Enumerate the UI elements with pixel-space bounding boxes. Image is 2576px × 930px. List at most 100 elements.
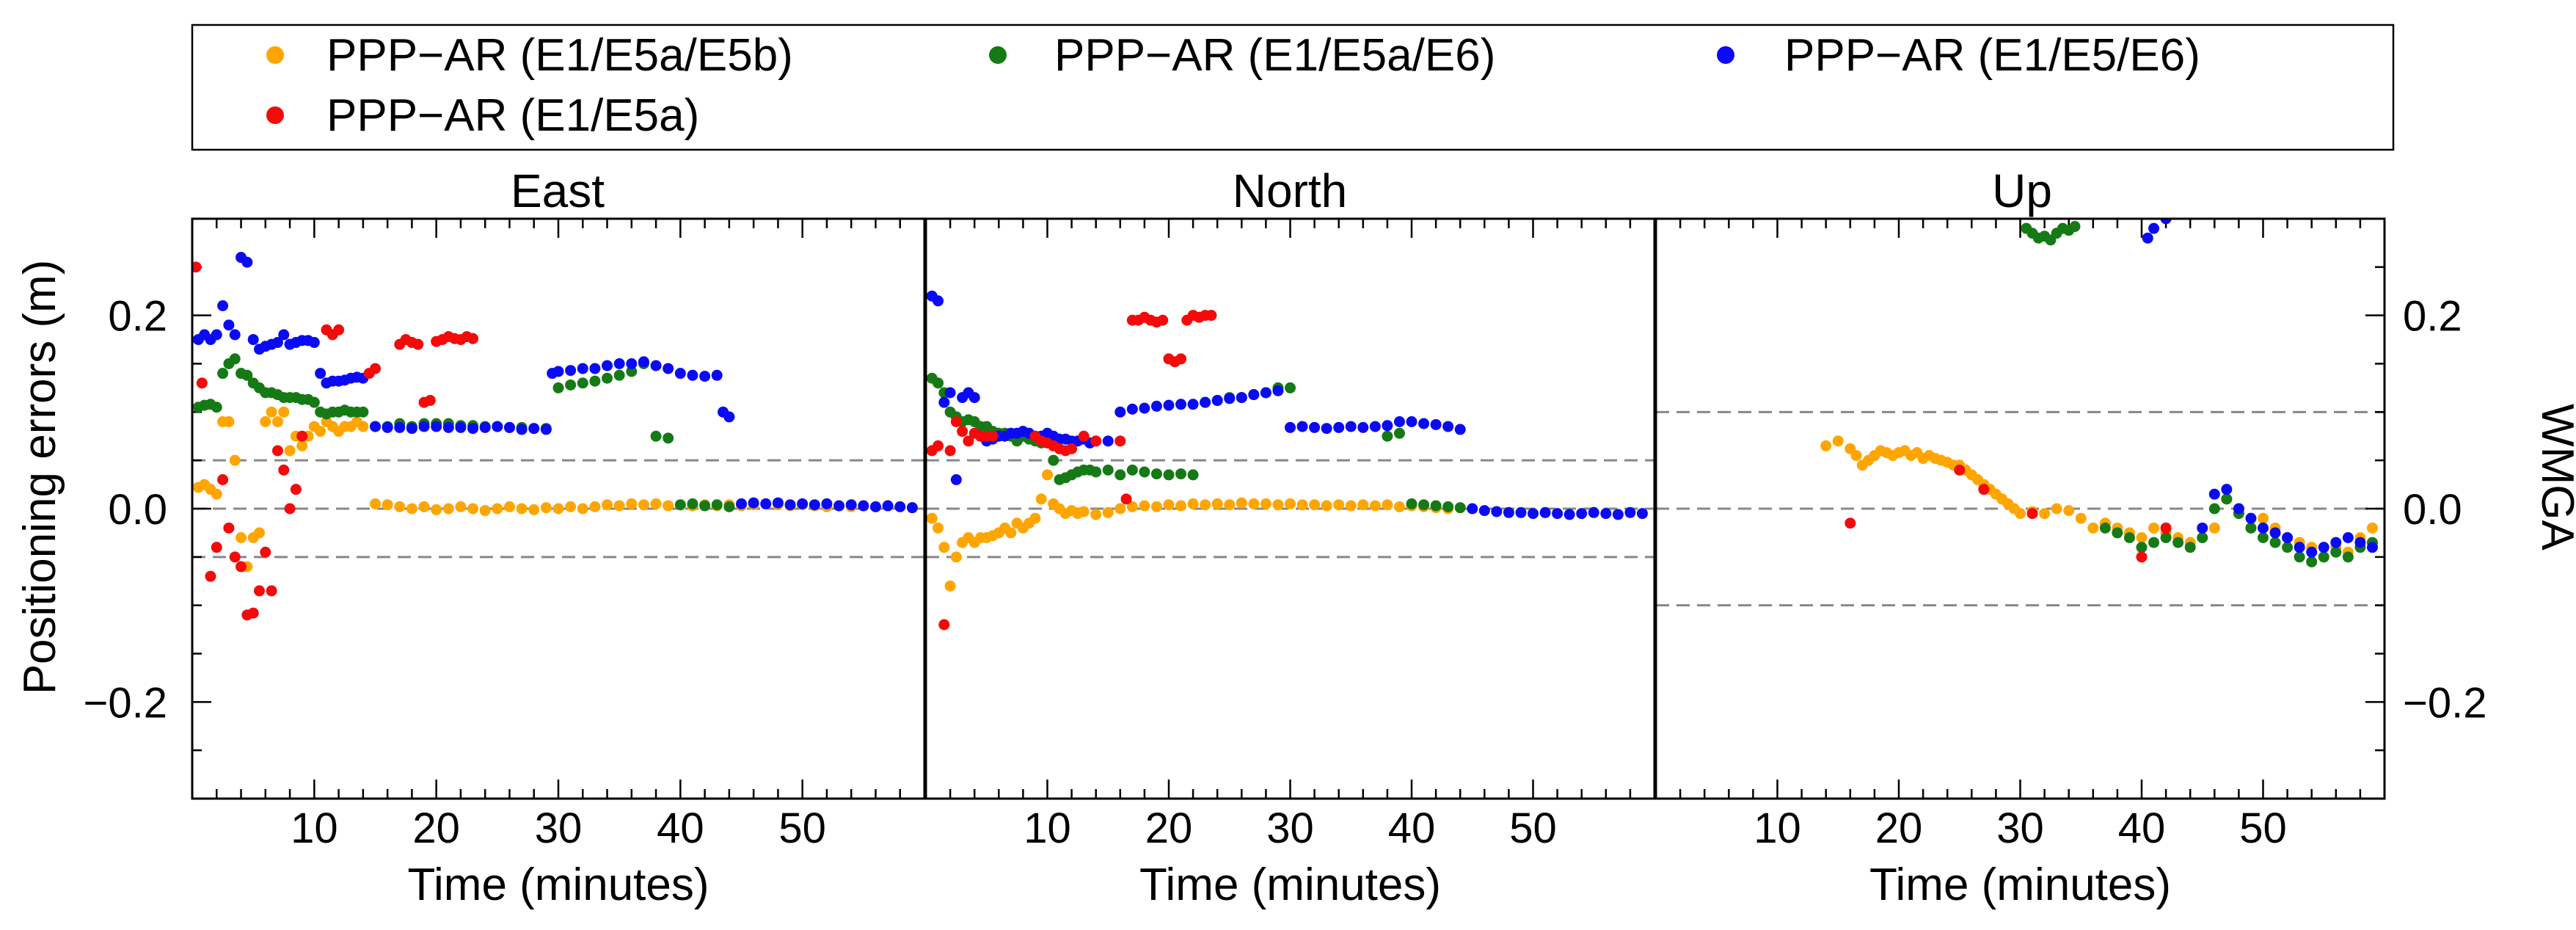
point-east-s2-68 xyxy=(833,500,845,512)
point-north-s1-47 xyxy=(1418,499,1430,511)
point-east-s2-63 xyxy=(772,497,784,509)
point-east-s3-16 xyxy=(290,484,302,495)
point-north-s2-49 xyxy=(1357,421,1369,433)
point-east-s2-42 xyxy=(540,424,552,435)
point-east-s2-29 xyxy=(382,421,393,433)
point-north-s2-60 xyxy=(1491,506,1503,517)
point-north-s3-30 xyxy=(1175,353,1187,365)
point-north-s3-3 xyxy=(944,445,956,457)
point-up-s0-0 xyxy=(1820,440,1832,451)
point-east-s0-37 xyxy=(479,505,491,517)
point-east-s2-41 xyxy=(528,423,540,435)
y-tick-label-left-2: 0.2 xyxy=(108,293,167,341)
point-up-s2-7 xyxy=(2245,512,2257,524)
point-north-s0-3 xyxy=(944,580,956,592)
point-north-s2-51 xyxy=(1382,420,1393,432)
point-north-s0-43 xyxy=(1296,499,1308,511)
point-east-s2-50 xyxy=(626,358,638,369)
point-north-s3-6 xyxy=(963,435,974,447)
legend-frame xyxy=(191,23,2395,151)
panel-east: 10 20 30 40 50 Time (minutes) −0.2 0.0 0.2 xyxy=(84,217,926,910)
legend: PPP−AR (E1/E5a/E5b) PPP−AR (E1/E5a/E6) P… xyxy=(191,23,2395,151)
legend-marker-e1e5a xyxy=(266,106,284,124)
point-north-s1-29 xyxy=(1114,469,1126,481)
x-axis-label-east: Time (minutes) xyxy=(407,860,709,910)
point-east-s2-45 xyxy=(565,365,577,377)
point-east-s2-61 xyxy=(748,497,759,509)
point-north-s2-44 xyxy=(1296,421,1308,432)
plot-frame-north xyxy=(924,217,1656,800)
point-east-s2-39 xyxy=(503,421,515,433)
point-north-s1-33 xyxy=(1163,469,1175,481)
point-up-s0-36 xyxy=(2087,522,2099,534)
point-up-s1-16 xyxy=(2184,542,2196,553)
point-north-s1-49 xyxy=(1442,501,1454,512)
point-east-s2-53 xyxy=(663,363,674,374)
point-east-s1-48 xyxy=(613,369,625,381)
point-north-s2-45 xyxy=(1309,421,1321,433)
point-east-s3-1 xyxy=(196,377,208,389)
x-tick-label-up-50: 50 xyxy=(2239,804,2287,852)
data-points-up xyxy=(1820,219,2378,567)
point-north-s2-52 xyxy=(1393,416,1405,427)
point-north-s0-38 xyxy=(1236,497,1247,509)
point-north-s2-63 xyxy=(1528,508,1539,520)
x-axis-label-north: Time (minutes) xyxy=(1139,860,1441,910)
point-east-s0-33 xyxy=(431,504,442,515)
point-east-s2-60 xyxy=(736,498,747,509)
point-east-s2-69 xyxy=(845,499,857,511)
point-up-s2-3 xyxy=(2197,522,2208,534)
point-up-s2-13 xyxy=(2318,542,2329,553)
point-north-s1-35 xyxy=(1187,469,1199,481)
point-north-s2-64 xyxy=(1539,506,1551,518)
point-east-s2-74 xyxy=(906,502,918,514)
point-north-s3-5 xyxy=(957,426,968,437)
point-up-s0-3 xyxy=(1850,450,1862,462)
point-east-s2-52 xyxy=(650,360,662,371)
point-up-s2-11 xyxy=(2294,542,2305,553)
point-north-s1-50 xyxy=(1454,502,1466,514)
point-up-s2-14 xyxy=(2330,537,2342,548)
point-east-s2-66 xyxy=(809,499,820,511)
point-north-s2-53 xyxy=(1406,416,1417,427)
point-up-s3-4 xyxy=(2136,551,2148,563)
point-up-s1-26 xyxy=(2306,556,2318,567)
point-up-s3-5 xyxy=(2160,522,2172,534)
point-north-s0-13 xyxy=(1005,527,1017,539)
point-up-s0-34 xyxy=(2063,505,2075,517)
point-north-s3-4 xyxy=(950,416,962,427)
point-east-s2-14 xyxy=(278,329,290,341)
point-east-s1-44 xyxy=(565,379,577,390)
point-up-s1-11 xyxy=(2123,532,2135,543)
point-up-s2-5 xyxy=(2221,484,2233,495)
point-up-s1-9 xyxy=(2099,522,2111,534)
y-tick-label-right-2: 0.2 xyxy=(2403,293,2462,341)
point-east-s3-14 xyxy=(278,464,290,476)
point-north-s3-2 xyxy=(938,619,950,631)
point-east-s3-26 xyxy=(412,338,424,350)
point-east-s2-20 xyxy=(315,368,326,379)
point-east-s0-17 xyxy=(296,440,308,451)
point-up-s1-14 xyxy=(2160,532,2172,543)
point-up-s0-46 xyxy=(2208,522,2220,534)
y-tick-label-right-1: 0.0 xyxy=(2403,486,2462,534)
point-east-s3-0 xyxy=(192,261,202,273)
point-north-s2-54 xyxy=(1418,418,1430,429)
point-east-s2-65 xyxy=(797,498,809,509)
point-east-s2-48 xyxy=(602,360,613,371)
point-east-s0-50 xyxy=(638,499,649,511)
point-east-s1-52 xyxy=(663,432,674,444)
point-east-s0-14 xyxy=(278,406,290,418)
point-up-s0-30 xyxy=(2015,508,2026,520)
point-east-s0-5 xyxy=(223,416,235,427)
legend-label-e1e5ae6: PPP−AR (E1/E5a/E6) xyxy=(1054,30,1495,81)
point-east-s0-6 xyxy=(229,454,241,466)
point-up-s1-17 xyxy=(2197,532,2208,543)
point-east-s0-11 xyxy=(260,416,271,427)
point-north-s3-19 xyxy=(1090,435,1102,447)
point-east-s2-8 xyxy=(241,256,253,268)
point-east-s0-42 xyxy=(540,502,552,514)
point-north-s0-25 xyxy=(1078,506,1090,517)
point-north-s0-18 xyxy=(1035,493,1047,505)
point-east-s3-28 xyxy=(424,395,436,407)
